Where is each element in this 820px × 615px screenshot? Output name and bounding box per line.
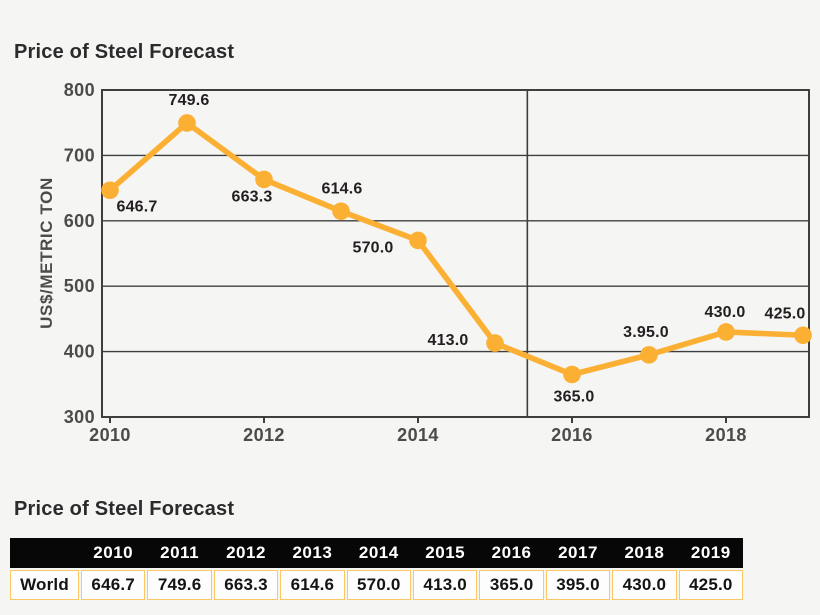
point-label-2018: 430.0: [704, 304, 745, 321]
year-header-2011: 2011: [160, 543, 200, 562]
table-title: Price of Steel Forecast: [14, 498, 235, 520]
x-tick-label-2012: 2012: [243, 425, 285, 445]
point-label-2014: 570.0: [352, 239, 393, 256]
x-tick-label-2010: 2010: [89, 425, 131, 445]
year-header-2013: 2013: [292, 543, 333, 562]
data-point-2014: [409, 231, 427, 250]
y-tick-label-600: 600: [64, 211, 95, 231]
point-label-2017: 3.95.0: [623, 324, 669, 341]
table-header-row: 2010 2011 2012 2013 2014 2015 2016 2017 2018 2019: [10, 538, 743, 568]
price-line: [107, 120, 806, 378]
value-cell-2010: 646.7: [81, 570, 146, 600]
year-header-2017: 2017: [558, 543, 598, 562]
data-point-2018: [717, 323, 735, 341]
steel-price-table: 2010 2011 2012 2013 2014 2015 2016 2017 2018 2019…: [10, 538, 743, 600]
value-cell-2012: 663.3: [213, 570, 279, 600]
year-header-2019: 2019: [690, 543, 731, 562]
point-label-2012: 663.3: [231, 188, 272, 205]
value-cell-2015: 413.0: [413, 570, 478, 600]
year-header-2012: 2012: [226, 543, 266, 562]
table-body: World 646.7 749.6 663.3 614.6 570.0 413.0 365.0…: [10, 570, 743, 600]
point-label-2015: 413.0: [427, 332, 468, 349]
x-tick-label-2016: 2016: [551, 425, 593, 445]
point-label-2016: 365.0: [553, 388, 594, 405]
year-header-2010: 2010: [93, 543, 134, 562]
table-row-world: World 646.7 749.6 663.3 614.6 570.0 413.0 365.0…: [10, 570, 743, 600]
point-label-2013: 614.6: [321, 180, 362, 197]
row-label: World: [10, 570, 79, 600]
data-point-2019: [794, 326, 812, 345]
point-label-2019: 425.0: [764, 305, 805, 322]
data-point-2011: [178, 114, 196, 132]
data-point-2010: [101, 181, 119, 200]
y-axis-title: US$/METRIC TON: [37, 177, 56, 329]
y-tick-label-400: 400: [64, 342, 95, 362]
table-corner-cell: [10, 538, 79, 568]
year-header-2015: 2015: [425, 543, 466, 562]
value-cell-2017: 395.0: [545, 570, 611, 600]
value-cell-2014: 570.0: [346, 570, 411, 600]
y-tick-label-800: 800: [64, 80, 95, 100]
point-label-2010: 646.7: [116, 198, 157, 215]
value-cell-2019: 425.0: [678, 570, 743, 600]
data-point-2017: [640, 346, 658, 364]
point-label-2011: 749.6: [168, 92, 209, 109]
value-cell-2013: 614.6: [280, 570, 345, 600]
y-tick-label-300: 300: [64, 407, 95, 427]
chart-title: Price of Steel Forecast: [14, 41, 235, 63]
x-tick-label-2018: 2018: [705, 425, 747, 445]
plot-border: [101, 89, 810, 418]
value-cell-2018: 430.0: [612, 570, 677, 600]
data-point-2015: [486, 334, 504, 352]
year-header-2016: 2016: [491, 543, 532, 562]
y-tick-label-500: 500: [64, 276, 95, 296]
x-tick-label-2014: 2014: [397, 425, 439, 445]
data-point-2016: [563, 365, 581, 384]
value-cell-2011: 749.6: [147, 570, 212, 600]
year-header-2018: 2018: [624, 543, 665, 562]
data-point-2013: [332, 202, 350, 221]
y-tick-label-700: 700: [64, 145, 95, 165]
value-cell-2016: 365.0: [479, 570, 544, 600]
year-header-2014: 2014: [358, 543, 399, 562]
data-point-2012: [255, 170, 273, 189]
